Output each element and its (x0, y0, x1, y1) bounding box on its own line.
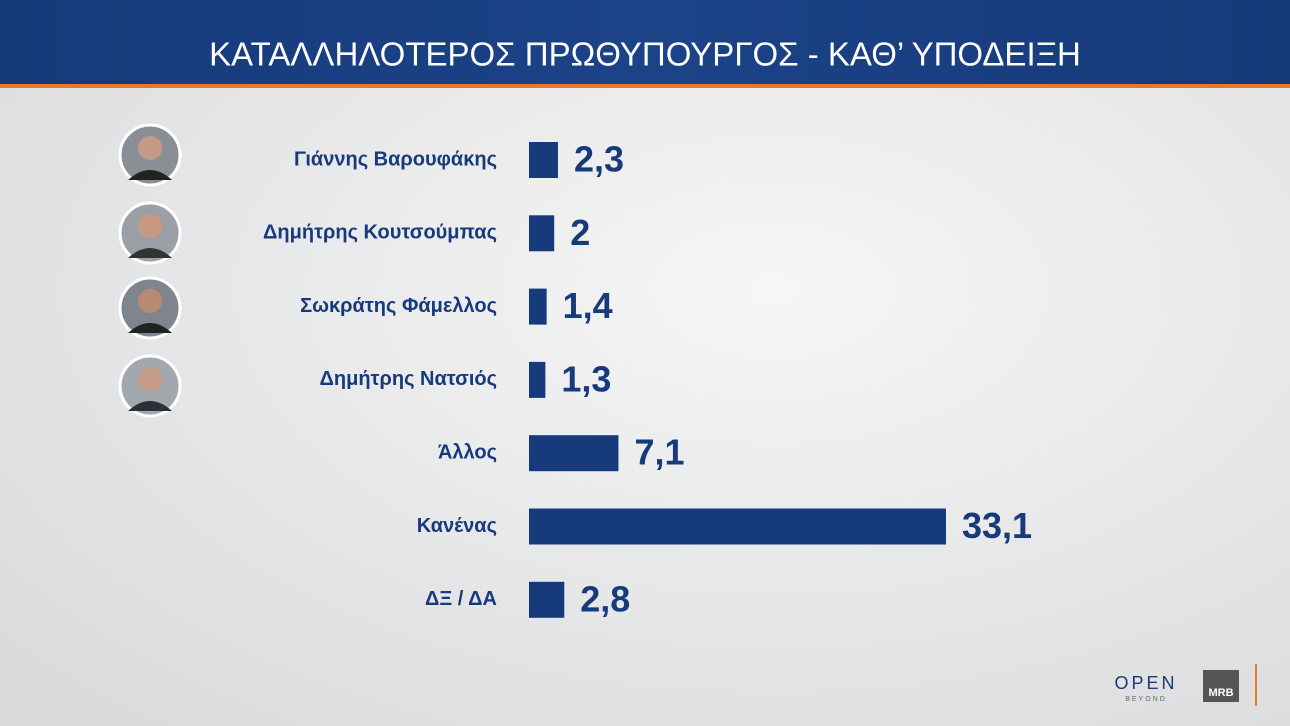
bar (529, 215, 555, 252)
category-label: Γιάννης Βαρουφάκης (294, 148, 497, 170)
category-label: ΔΞ / ΔΑ (425, 588, 497, 610)
chart-title: ΚΑΤΑΛΛΗΛΟΤΕΡΟΣ ΠΡΩΘΥΠΟΥΡΓΟΣ - ΚΑΘ’ ΥΠΟΔΕ… (209, 36, 1081, 73)
photo (118, 276, 182, 340)
bar (529, 361, 546, 398)
category-label: Κανένας (417, 515, 497, 537)
agency: MRB (1208, 687, 1233, 699)
bar (529, 581, 565, 618)
value-label: 2,3 (574, 139, 624, 180)
value-label: 33,1 (962, 505, 1032, 546)
header-accent (0, 84, 1290, 88)
value-label: 1,4 (563, 285, 613, 326)
photo (118, 354, 182, 418)
bar (529, 142, 558, 178)
bar (529, 288, 547, 325)
value-label: 2,8 (580, 578, 630, 619)
photo (118, 201, 182, 265)
category-label: Σωκράτης Φάμελλος (300, 295, 497, 317)
photo (118, 123, 182, 187)
agency-box (1203, 670, 1239, 702)
photos (118, 123, 182, 418)
accent-bar (1255, 664, 1257, 706)
value-label: 1,3 (561, 358, 611, 399)
header-band (0, 0, 1290, 84)
value-label: 7,1 (634, 432, 684, 473)
logo: OPEN (1114, 673, 1177, 693)
value-label: 2 (570, 212, 590, 253)
logo-sub: BEYOND (1125, 696, 1167, 703)
bar (529, 435, 619, 472)
category-label: Δημήτρης Κουτσούμπας (263, 222, 497, 244)
category-label: Δημήτρης Νατσιός (320, 368, 497, 390)
bar (529, 508, 946, 545)
category-label: Άλλος (438, 441, 497, 463)
